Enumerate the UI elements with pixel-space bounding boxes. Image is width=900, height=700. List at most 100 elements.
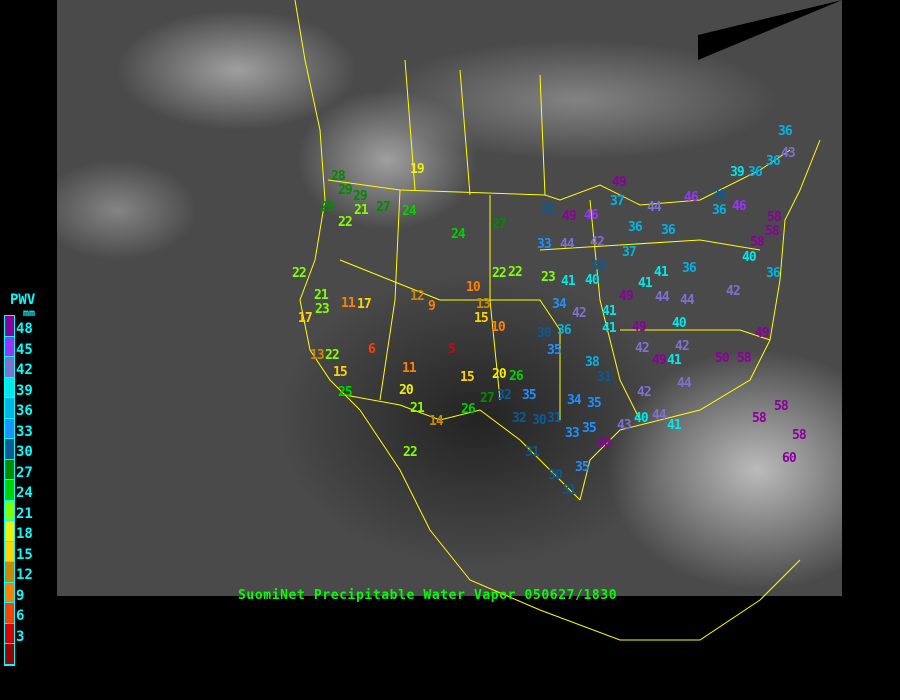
station-pwv-value: 37 xyxy=(610,194,625,209)
station-pwv-value: 49 xyxy=(612,175,627,190)
station-pwv-value: 60 xyxy=(782,451,797,466)
station-pwv-value: 48 xyxy=(597,436,612,451)
station-pwv-value: 29 xyxy=(353,189,368,204)
station-pwv-value: 14 xyxy=(429,414,444,429)
canada-province-line-3 xyxy=(539,74,546,196)
station-pwv-value: 36 xyxy=(557,323,572,338)
station-pwv-value: 44 xyxy=(655,290,670,305)
legend-label: 9 xyxy=(16,587,25,604)
satellite-image xyxy=(57,0,842,596)
station-pwv-value: 40 xyxy=(742,250,757,265)
station-pwv-value: 42 xyxy=(675,339,690,354)
station-pwv-value: 36 xyxy=(748,165,763,180)
station-pwv-value: 15 xyxy=(460,370,475,385)
station-pwv-value: 20 xyxy=(399,383,414,398)
canada-province-line-1 xyxy=(404,59,416,191)
station-pwv-value: 21 xyxy=(314,288,329,303)
legend-swatch xyxy=(5,603,14,624)
station-pwv-value: 46 xyxy=(584,208,599,223)
station-pwv-value: 10 xyxy=(491,320,506,335)
station-pwv-value: 49 xyxy=(755,326,770,341)
station-pwv-value: 36 xyxy=(682,261,697,276)
station-pwv-value: 31 xyxy=(541,202,556,217)
station-pwv-value: 33 xyxy=(537,237,552,252)
station-pwv-value: 24 xyxy=(402,204,417,219)
station-pwv-value: 23 xyxy=(315,302,330,317)
station-pwv-value: 20 xyxy=(492,367,507,382)
station-pwv-value: 10 xyxy=(466,280,481,295)
station-pwv-value: 42 xyxy=(635,341,650,356)
legend-label: 33 xyxy=(16,423,33,440)
station-pwv-value: 24 xyxy=(451,227,466,242)
legend-label: 45 xyxy=(16,341,33,358)
station-pwv-value: 41 xyxy=(654,265,669,280)
station-pwv-value: 42 xyxy=(726,284,741,299)
map-title: SuomiNet Precipitable Water Vapor 050627… xyxy=(238,588,618,603)
legend-swatch xyxy=(5,459,14,480)
station-pwv-value: 38 xyxy=(585,355,600,370)
station-pwv-value: 27 xyxy=(492,217,507,232)
station-pwv-value: 35 xyxy=(575,460,590,475)
mexico-coast xyxy=(359,409,801,641)
station-pwv-value: 22 xyxy=(325,348,340,363)
station-pwv-value: 49 xyxy=(562,209,577,224)
station-pwv-value: 31 xyxy=(597,370,612,385)
station-pwv-value: 40 xyxy=(634,411,649,426)
station-pwv-value: 36 xyxy=(628,220,643,235)
station-pwv-value: 40 xyxy=(672,316,687,331)
legend-label: 27 xyxy=(16,464,33,481)
station-pwv-value: 44 xyxy=(647,200,662,215)
station-pwv-value: 13 xyxy=(476,297,491,312)
station-pwv-value: 39 xyxy=(730,165,745,180)
station-pwv-value: 27 xyxy=(376,200,391,215)
station-pwv-value: 41 xyxy=(602,321,617,336)
legend-label: 42 xyxy=(16,362,33,378)
station-pwv-value: 35 xyxy=(547,343,562,358)
canada-province-line-2 xyxy=(459,69,471,196)
station-pwv-value: 43 xyxy=(617,418,632,433)
station-pwv-value: 42 xyxy=(572,306,587,321)
legend-label: 15 xyxy=(16,546,33,563)
state-line-4 xyxy=(339,259,441,301)
legend-unit: mm xyxy=(23,308,36,319)
station-pwv-value: 28 xyxy=(331,169,346,184)
station-pwv-value: 44 xyxy=(560,237,575,252)
station-pwv-value: 32 xyxy=(512,411,527,426)
station-pwv-value: 49 xyxy=(619,289,634,304)
legend-swatch xyxy=(5,377,14,398)
legend-label: 24 xyxy=(16,485,33,501)
station-pwv-value: 17 xyxy=(298,311,313,326)
legend-label: 3 xyxy=(16,628,25,645)
legend-swatch xyxy=(5,418,14,439)
legend-label: 48 xyxy=(16,321,33,337)
station-pwv-value: 30 xyxy=(548,468,563,483)
station-pwv-value: 13 xyxy=(310,348,325,363)
legend-swatch xyxy=(5,439,14,460)
station-pwv-value: 30 xyxy=(537,326,552,341)
legend-swatch xyxy=(5,582,14,603)
station-pwv-value: 36 xyxy=(766,266,781,281)
station-pwv-value: 22 xyxy=(292,266,307,281)
gulf-coast xyxy=(579,139,821,501)
station-pwv-value: 49 xyxy=(652,353,667,368)
station-pwv-value: 49 xyxy=(632,320,647,335)
state-line-6 xyxy=(539,239,761,251)
color-scale-bar xyxy=(4,315,15,666)
station-pwv-value: 36 xyxy=(778,124,793,139)
station-pwv-value: 58 xyxy=(750,235,765,250)
legend-title: PWV xyxy=(10,292,36,308)
station-pwv-value: 58 xyxy=(752,411,767,426)
station-pwv-value: 11 xyxy=(402,361,417,376)
station-pwv-value: 11 xyxy=(341,296,356,311)
station-pwv-value: 36 xyxy=(712,203,727,218)
legend-swatch xyxy=(5,357,14,378)
station-pwv-value: 22 xyxy=(403,445,418,460)
station-pwv-value: 41 xyxy=(602,304,617,319)
state-line-3 xyxy=(440,299,561,420)
station-pwv-value: 41 xyxy=(667,418,682,433)
station-pwv-value: 44 xyxy=(677,376,692,391)
station-pwv-value: 58 xyxy=(792,428,807,443)
legend-swatch xyxy=(5,316,14,337)
legend-label: 30 xyxy=(16,444,33,460)
station-pwv-value: 35 xyxy=(582,421,597,436)
